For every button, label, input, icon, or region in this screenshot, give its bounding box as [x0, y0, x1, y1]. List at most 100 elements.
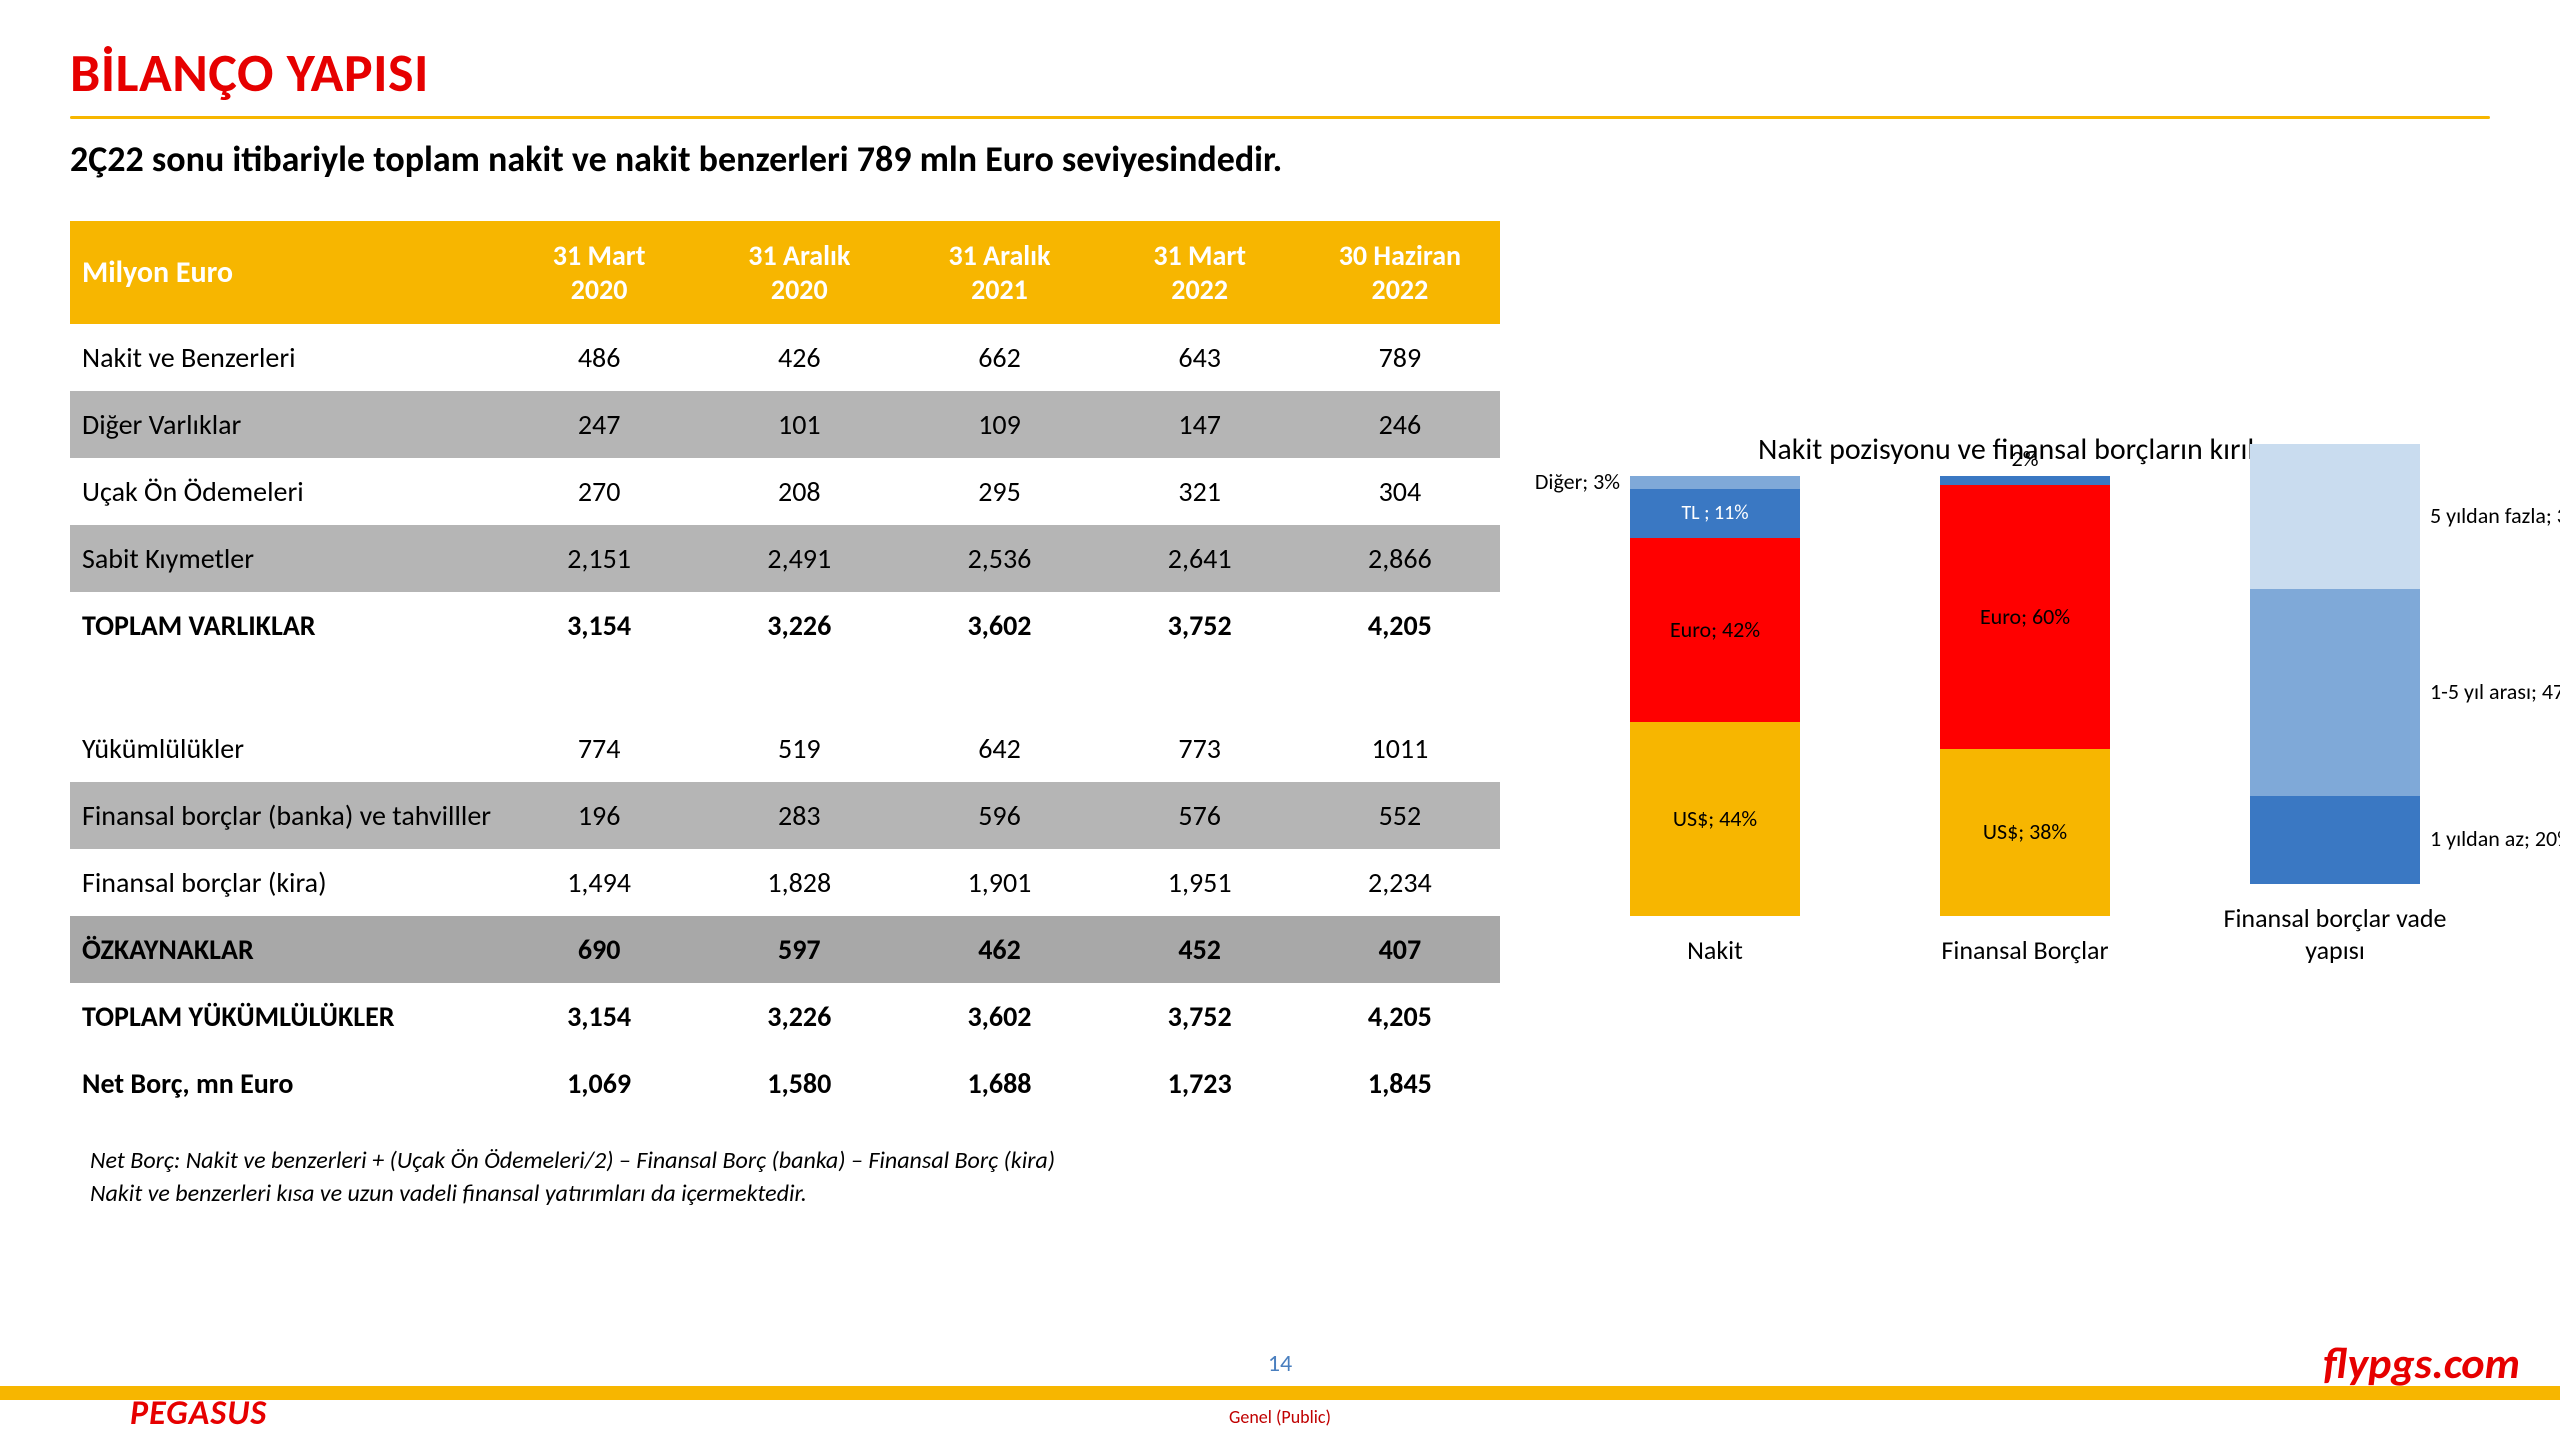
table-cell: 452: [1100, 916, 1300, 983]
table-cell: Diğer Varlıklar: [70, 391, 499, 458]
table-row: Uçak Ön Ödemeleri270208295321304: [70, 458, 1500, 525]
chart-segment-external-label: 1 yıldan az; 20%: [2430, 825, 2560, 852]
page-title: BİLANÇO YAPISI: [70, 40, 2490, 106]
table-cell: 519: [699, 715, 899, 782]
chart-bar: 1 yıldan az; 20%1-5 yıl arası; 47%5 yıld…: [2250, 444, 2420, 884]
chart-bar-segment: [1940, 476, 2110, 485]
classification-label: Genel (Public): [1229, 1406, 1331, 1428]
table-cell: 1,494: [499, 849, 699, 916]
balance-table: Milyon Euro31 Mart 202031 Aralık 2020 31 …: [70, 221, 1500, 1117]
table-cell: 642: [899, 715, 1099, 782]
table-row: TOPLAM VARLIKLAR3,1543,2263,6023,7524,20…: [70, 592, 1500, 659]
table-cell: 3,154: [499, 592, 699, 659]
table-cell: 3,226: [699, 592, 899, 659]
table-row: TOPLAM YÜKÜMLÜLÜKLER3,1543,2263,6023,752…: [70, 983, 1500, 1050]
chart-bar-label: Finansal borçlar vade yapısı: [2196, 902, 2475, 966]
table-cell: 1,845: [1300, 1050, 1500, 1117]
table-row: [70, 659, 1500, 715]
chart-bar-label: Nakit: [1687, 934, 1743, 966]
footnotes: Net Borç: Nakit ve benzerleri + (Uçak Ön…: [70, 1145, 1500, 1210]
chart-segment-external-label: 1-5 yıl arası; 47%: [2430, 678, 2560, 705]
table-cell: 552: [1300, 782, 1500, 849]
table-cell: 407: [1300, 916, 1500, 983]
table-cell: 1,580: [699, 1050, 899, 1117]
table-cell: 4,205: [1300, 983, 1500, 1050]
footer-bar: [0, 1386, 2560, 1400]
table-cell: 597: [699, 916, 899, 983]
table-cell: 643: [1100, 324, 1300, 391]
table-cell: 2,151: [499, 525, 699, 592]
table-cell: 109: [899, 391, 1099, 458]
table-cell: TOPLAM YÜKÜMLÜLÜKLER: [70, 983, 499, 1050]
chart-bar-segment: Euro; 60%: [1940, 485, 2110, 749]
table-cell: 1,901: [899, 849, 1099, 916]
chart-bar-segment: US$; 44%: [1630, 722, 1800, 916]
balance-table-wrap: Milyon Euro31 Mart 202031 Aralık 2020 31 …: [70, 221, 1500, 1210]
slide-footer: 14 PEGASUS Genel (Public) flypgs.com: [0, 1346, 2560, 1440]
table-header-cell: 31 Mart 2022: [1100, 221, 1300, 324]
table-cell: 304: [1300, 458, 1500, 525]
table-header-cell: 31 Aralık 2020: [699, 221, 899, 324]
footnote-line: Nakit ve benzerleri kısa ve uzun vadeli …: [90, 1178, 1500, 1210]
table-cell: 662: [899, 324, 1099, 391]
table-cell: 789: [1300, 324, 1500, 391]
table-cell: 3,752: [1100, 983, 1300, 1050]
table-header-cell: Milyon Euro: [70, 221, 499, 324]
table-row: Diğer Varlıklar247101109147246: [70, 391, 1500, 458]
chart-bar-segment: [1630, 476, 1800, 489]
table-cell: TOPLAM VARLIKLAR: [70, 592, 499, 659]
table-cell: 196: [499, 782, 699, 849]
chart-bar-segment: TL ; 11%: [1630, 489, 1800, 537]
chart-bar: US$; 44%Euro; 42%TL ; 11%Diğer; 3%: [1630, 476, 1800, 916]
chart-bar-column: US$; 38%Euro; 60%2%Finansal Borçlar: [1886, 476, 2165, 966]
website-label: flypgs.com: [2323, 1336, 2520, 1390]
table-cell: 1,828: [699, 849, 899, 916]
table-cell: Finansal borçlar (kira): [70, 849, 499, 916]
table-cell: Finansal borçlar (banka) ve tahvilller: [70, 782, 499, 849]
table-cell: 1,688: [899, 1050, 1099, 1117]
chart-bar: US$; 38%Euro; 60%2%: [1940, 476, 2110, 916]
table-cell: 3,154: [499, 983, 699, 1050]
table-header-cell: 31 Mart 2020: [499, 221, 699, 324]
table-cell: 773: [1100, 715, 1300, 782]
table-cell: 2,866: [1300, 525, 1500, 592]
table-cell: 462: [899, 916, 1099, 983]
chart-bar-column: 1 yıldan az; 20%1-5 yıl arası; 47%5 yıld…: [2196, 444, 2475, 966]
table-row: Sabit Kıymetler2,1512,4912,5362,6412,866: [70, 525, 1500, 592]
table-cell: Sabit Kıymetler: [70, 525, 499, 592]
table-row: Net Borç, mn Euro1,0691,5801,6881,7231,8…: [70, 1050, 1500, 1117]
table-cell: 1,951: [1100, 849, 1300, 916]
table-row: Finansal borçlar (kira)1,4941,8281,9011,…: [70, 849, 1500, 916]
table-row: ÖZKAYNAKLAR690597462452407: [70, 916, 1500, 983]
table-cell: Uçak Ön Ödemeleri: [70, 458, 499, 525]
chart-bar-segment: US$; 38%: [1940, 749, 2110, 916]
table-cell: 247: [499, 391, 699, 458]
table-cell: 3,226: [699, 983, 899, 1050]
table-header-cell: 30 Haziran 2022: [1300, 221, 1500, 324]
table-cell: 246: [1300, 391, 1500, 458]
table-cell: 295: [899, 458, 1099, 525]
chart-bar-segment: [2250, 444, 2420, 589]
table-cell: 283: [699, 782, 899, 849]
table-cell: 2,641: [1100, 525, 1300, 592]
table-cell: 576: [1100, 782, 1300, 849]
title-divider: [70, 116, 2490, 119]
table-cell: 208: [699, 458, 899, 525]
table-cell: 101: [699, 391, 899, 458]
table-row: Yükümlülükler7745196427731011: [70, 715, 1500, 782]
brand-logo-text: PEGASUS: [130, 1393, 267, 1434]
table-cell: 426: [699, 324, 899, 391]
table-cell: 774: [499, 715, 699, 782]
chart-segment-external-label: Diğer; 3%: [1535, 468, 1620, 495]
table-cell: Net Borç, mn Euro: [70, 1050, 499, 1117]
chart-bar-segment: [2250, 589, 2420, 796]
table-cell: 1,069: [499, 1050, 699, 1117]
chart-segment-external-label: 5 yıldan fazla; 33%: [2430, 502, 2560, 529]
table-cell: 2,491: [699, 525, 899, 592]
chart-bar-segment: Euro; 42%: [1630, 538, 1800, 723]
table-cell: 270: [499, 458, 699, 525]
footnote-line: Net Borç: Nakit ve benzerleri + (Uçak Ön…: [90, 1145, 1500, 1177]
table-cell: 2,536: [899, 525, 1099, 592]
chart-segment-external-label: 2%: [2012, 445, 2039, 472]
table-row: Nakit ve Benzerleri486426662643789: [70, 324, 1500, 391]
